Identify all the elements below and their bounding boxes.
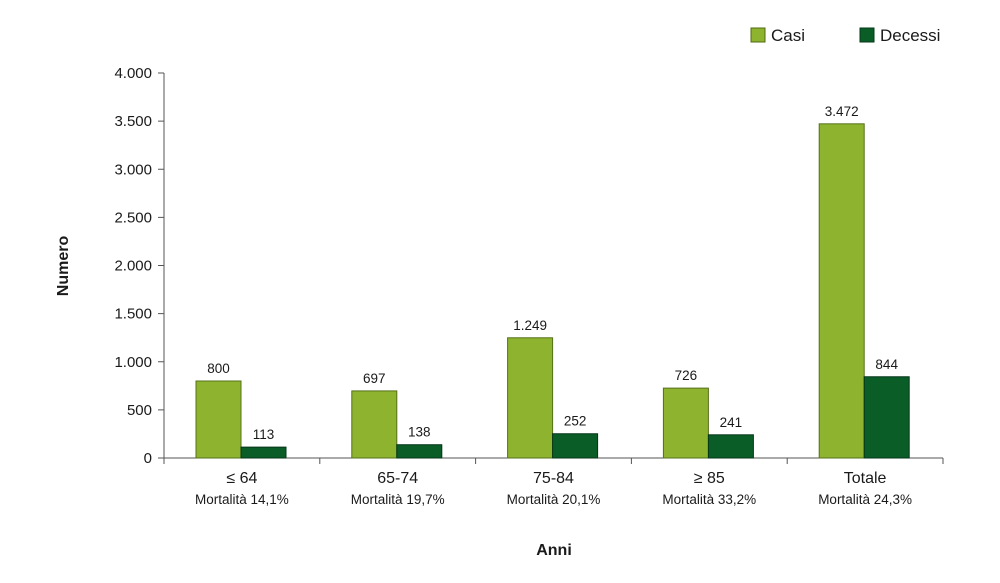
bars: [195, 123, 910, 459]
bar-decessi: [396, 444, 443, 459]
data-label: 138: [408, 425, 431, 440]
y-tick-label: 3.000: [114, 161, 152, 178]
x-category-sublabel: Mortalità 19,7%: [351, 492, 445, 507]
legend-label-casi: Casi: [771, 26, 805, 45]
x-category-label: 65-74: [377, 470, 418, 487]
x-category-sublabel: Mortalità 20,1%: [507, 492, 601, 507]
data-label: 113: [253, 427, 275, 442]
legend-label-decessi: Decessi: [880, 26, 940, 45]
y-tick-label: 500: [127, 402, 152, 419]
bar-decessi: [863, 376, 910, 459]
y-axis-title: Numero: [55, 236, 72, 297]
data-label: 726: [675, 368, 698, 383]
y-tick-label: 0: [144, 450, 152, 467]
legend-swatch-casi: [750, 27, 766, 43]
data-label: 697: [363, 371, 386, 386]
y-axis: 0 500 1.000 1.500 2.000 2.500 3.000 3.500 4.000: [114, 65, 165, 467]
legend: Casi Decessi: [750, 26, 940, 45]
y-tick-label: 2.000: [114, 258, 152, 275]
x-category-sublabel: Mortalità 24,3%: [818, 492, 912, 507]
x-category-sublabel: Mortalità 14,1%: [195, 492, 289, 507]
value-labels: 800 697 1.249 726 3.472 113 138 252 241 844: [207, 104, 898, 442]
x-category-label: ≤ 64: [226, 470, 257, 487]
legend-swatch-decessi: [859, 27, 875, 43]
y-tick-label: 3.500: [114, 113, 152, 130]
bar-casi: [507, 337, 554, 459]
y-tick-label: 1.500: [114, 306, 152, 323]
y-tick-label: 2.500: [114, 209, 152, 226]
data-label: 800: [207, 361, 230, 376]
x-axis-title: Anni: [536, 542, 572, 559]
x-category-label: ≥ 85: [694, 470, 725, 487]
data-label: 3.472: [825, 104, 859, 119]
bar-casi: [818, 123, 865, 459]
data-label: 844: [875, 357, 898, 372]
y-tick-label: 1.000: [114, 354, 152, 371]
x-category-label: Totale: [844, 470, 887, 487]
data-label: 241: [720, 415, 743, 430]
bar-decessi: [240, 446, 287, 459]
bar-casi: [662, 387, 709, 459]
bar-casi: [351, 390, 398, 459]
y-tick-label: 4.000: [114, 65, 152, 82]
x-category-label: 75-84: [533, 470, 574, 487]
data-label: 1.249: [513, 318, 547, 333]
bar-decessi: [707, 434, 754, 459]
data-label: 252: [564, 414, 587, 429]
x-axis: ≤ 64 Mortalità 14,1% 65-74 Mortalità 19,7% 7…: [163, 457, 944, 507]
bar-decessi: [552, 433, 599, 459]
bar-casi: [195, 380, 242, 459]
x-category-sublabel: Mortalità 33,2%: [662, 492, 756, 507]
